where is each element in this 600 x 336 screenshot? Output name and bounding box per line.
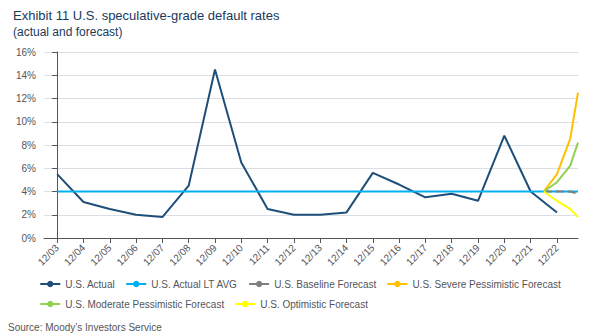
- svg-text:12/09: 12/09: [193, 242, 219, 268]
- svg-text:12/05: 12/05: [88, 242, 114, 268]
- svg-text:14%: 14%: [16, 70, 36, 81]
- svg-text:12/14: 12/14: [325, 242, 351, 268]
- svg-text:6%: 6%: [22, 163, 37, 174]
- svg-text:U.S. Actual: U.S. Actual: [65, 279, 114, 290]
- svg-text:U.S. Baseline Forecast: U.S. Baseline Forecast: [274, 279, 376, 290]
- svg-text:12/17: 12/17: [404, 242, 430, 268]
- svg-text:12/20: 12/20: [483, 242, 509, 268]
- svg-text:10%: 10%: [16, 116, 36, 127]
- svg-text:12/03: 12/03: [36, 242, 62, 268]
- svg-text:12%: 12%: [16, 93, 36, 104]
- svg-text:12/08: 12/08: [167, 242, 193, 268]
- svg-text:12/10: 12/10: [220, 242, 246, 268]
- svg-text:U.S. Moderate Pessimistic Fore: U.S. Moderate Pessimistic Forecast: [65, 299, 224, 310]
- svg-text:Source: Moody’s Investors Serv: Source: Moody’s Investors Service: [8, 322, 162, 333]
- svg-text:U.S. Severe Pessimistic Foreca: U.S. Severe Pessimistic Forecast: [412, 279, 561, 290]
- svg-text:U.S. Actual LT AVG: U.S. Actual LT AVG: [151, 279, 237, 290]
- svg-text:0%: 0%: [22, 233, 37, 244]
- svg-text:12/19: 12/19: [456, 242, 482, 268]
- svg-text:U.S. Optimistic Forecast: U.S. Optimistic Forecast: [260, 299, 368, 310]
- svg-text:16%: 16%: [16, 47, 36, 58]
- svg-text:12/16: 12/16: [378, 242, 404, 268]
- svg-text:12/07: 12/07: [141, 242, 167, 268]
- svg-text:12/22: 12/22: [535, 242, 561, 268]
- svg-text:12/13: 12/13: [299, 242, 325, 268]
- svg-text:12/06: 12/06: [115, 242, 141, 268]
- svg-text:8%: 8%: [22, 140, 37, 151]
- svg-text:12/18: 12/18: [430, 242, 456, 268]
- svg-text:2%: 2%: [22, 209, 37, 220]
- svg-text:12/12: 12/12: [272, 242, 298, 268]
- svg-text:12/04: 12/04: [62, 242, 88, 268]
- svg-text:(actual and forecast): (actual and forecast): [13, 25, 122, 39]
- svg-text:Exhibit 11 U.S. speculative-gr: Exhibit 11 U.S. speculative-grade defaul…: [13, 8, 280, 23]
- svg-text:12/15: 12/15: [351, 242, 377, 268]
- svg-text:12/21: 12/21: [509, 242, 535, 268]
- svg-text:4%: 4%: [22, 186, 37, 197]
- svg-text:12/11: 12/11: [247, 242, 272, 267]
